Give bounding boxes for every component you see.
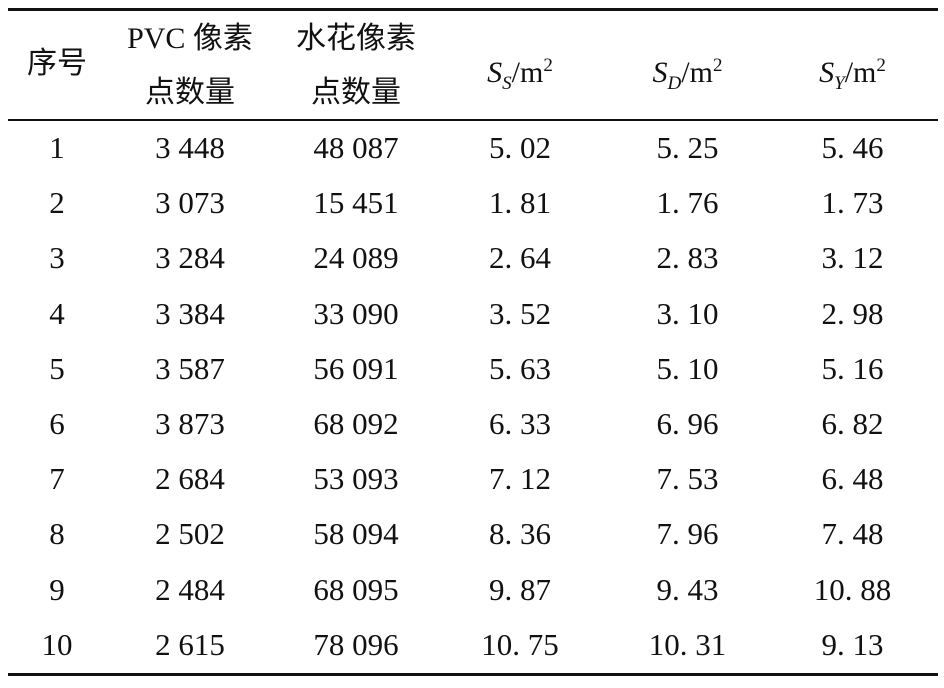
cell-spray-pixels: 53 093 (313, 461, 399, 497)
cell-pvc-pixels: 2 684 (155, 461, 225, 497)
table-row: 10 2 615 78 096 10. 75 10. 31 9. 13 (0, 625, 944, 680)
sy-unit-exponent: 2 (876, 55, 886, 76)
cell-index: 9 (49, 571, 65, 607)
cell-pvc-pixels: 3 873 (155, 406, 225, 441)
cell-sd: 3. 10 (656, 295, 719, 331)
sy-subscript: Y (834, 73, 845, 94)
table-header-rule (8, 119, 938, 121)
cell-index: 5 (49, 350, 65, 386)
header-sy: SY/m2 (770, 46, 935, 104)
header-index: 序号 (27, 47, 87, 80)
cell-sd: 5. 10 (656, 350, 719, 386)
cell-index: 1 (49, 130, 65, 165)
cell-pvc-pixels: 3 448 (155, 130, 225, 165)
cell-sd: 7. 53 (656, 461, 719, 497)
cell-sy: 10. 88 (813, 571, 892, 607)
cell-sy: 5. 16 (821, 350, 884, 386)
cell-spray-pixels: 48 087 (313, 130, 399, 165)
cell-sy: 6. 82 (821, 406, 884, 441)
header-spray-line2: 点数量 (311, 76, 401, 109)
table-row: 1 3 448 48 087 5. 02 5. 25 5. 46 (0, 128, 944, 183)
cell-sd: 5. 25 (656, 130, 719, 165)
header-pvc-line2: 点数量 (145, 76, 235, 109)
table-top-rule (8, 8, 938, 11)
cell-sd: 10. 31 (648, 626, 727, 662)
table-row: 8 2 502 58 094 8. 36 7. 96 7. 48 (0, 514, 944, 569)
header-sd: SD/m2 (605, 46, 770, 104)
cell-sy: 3. 12 (821, 240, 884, 276)
cell-ss: 8. 36 (489, 516, 551, 552)
cell-sd: 2. 83 (656, 240, 719, 276)
cell-index: 4 (49, 295, 65, 331)
cell-sy: 1. 73 (821, 185, 884, 221)
table-row: 2 3 073 15 451 1. 81 1. 76 1. 73 (0, 183, 944, 238)
header-pvc-line1: PVC 像素 (127, 22, 253, 55)
cell-ss: 5. 63 (489, 350, 551, 386)
sd-unit-exponent: 2 (712, 55, 723, 76)
sy-unit: /m (844, 56, 877, 89)
header-ss: SS/m2 (440, 46, 600, 104)
cell-sy: 5. 46 (821, 130, 884, 165)
ss-subscript: S (502, 73, 512, 94)
cell-ss: 7. 12 (489, 461, 551, 497)
sd-symbol: S (652, 56, 668, 89)
cell-pvc-pixels: 3 384 (155, 295, 225, 331)
cell-spray-pixels: 24 089 (313, 240, 399, 276)
cell-index: 7 (49, 461, 65, 497)
ss-unit-exponent: 2 (543, 55, 553, 76)
cell-spray-pixels: 68 092 (313, 406, 399, 441)
cell-pvc-pixels: 3 284 (155, 240, 225, 276)
ss-unit: /m (511, 56, 544, 89)
table-bottom-rule (8, 673, 938, 676)
sy-symbol: S (819, 56, 835, 89)
cell-pvc-pixels: 2 502 (155, 516, 225, 552)
cell-ss: 10. 75 (481, 626, 559, 662)
table-row: 6 3 873 68 092 6. 33 6. 96 6. 82 (0, 404, 944, 459)
cell-sy: 2. 98 (821, 295, 884, 331)
cell-pvc-pixels: 2 484 (155, 571, 225, 607)
cell-index: 2 (49, 185, 65, 221)
cell-ss: 1. 81 (489, 185, 551, 221)
table-row: 9 2 484 68 095 9. 87 9. 43 10. 88 (0, 570, 944, 625)
cell-ss: 9. 87 (489, 571, 551, 607)
cell-spray-pixels: 58 094 (313, 516, 399, 552)
table-row: 4 3 384 33 090 3. 52 3. 10 2. 98 (0, 294, 944, 349)
cell-index: 8 (49, 516, 65, 552)
cell-pvc-pixels: 3 073 (155, 185, 225, 221)
cell-sd: 7. 96 (656, 516, 719, 552)
sd-subscript: D (667, 73, 682, 94)
cell-pvc-pixels: 2 615 (155, 626, 225, 662)
cell-pvc-pixels: 3 587 (155, 350, 225, 386)
cell-sy: 6. 48 (821, 461, 884, 497)
header-spray-line1: 水花像素 (296, 22, 416, 55)
cell-index: 3 (49, 240, 65, 276)
sd-unit: /m (681, 56, 713, 89)
cell-ss: 3. 52 (489, 295, 551, 331)
cell-spray-pixels: 68 095 (313, 571, 399, 607)
cell-ss: 5. 02 (489, 130, 551, 165)
cell-ss: 6. 33 (489, 406, 551, 441)
cell-sd: 1. 76 (656, 185, 719, 221)
cell-spray-pixels: 15 451 (313, 185, 399, 221)
cell-sd: 9. 43 (656, 571, 719, 607)
cell-spray-pixels: 78 096 (313, 626, 399, 662)
cell-spray-pixels: 33 090 (313, 295, 399, 331)
cell-index: 10 (41, 626, 73, 662)
ss-symbol: S (487, 56, 503, 89)
cell-index: 6 (49, 406, 65, 441)
cell-ss: 2. 64 (489, 240, 551, 276)
cell-sy: 7. 48 (821, 516, 884, 552)
table-row: 5 3 587 56 091 5. 63 5. 10 5. 16 (0, 349, 944, 404)
cell-sy: 9. 13 (821, 626, 884, 662)
table-row: 3 3 284 24 089 2. 64 2. 83 3. 12 (0, 238, 944, 293)
table-row: 7 2 684 53 093 7. 12 7. 53 6. 48 (0, 459, 944, 514)
cell-spray-pixels: 56 091 (313, 350, 399, 386)
cell-sd: 6. 96 (656, 406, 719, 441)
